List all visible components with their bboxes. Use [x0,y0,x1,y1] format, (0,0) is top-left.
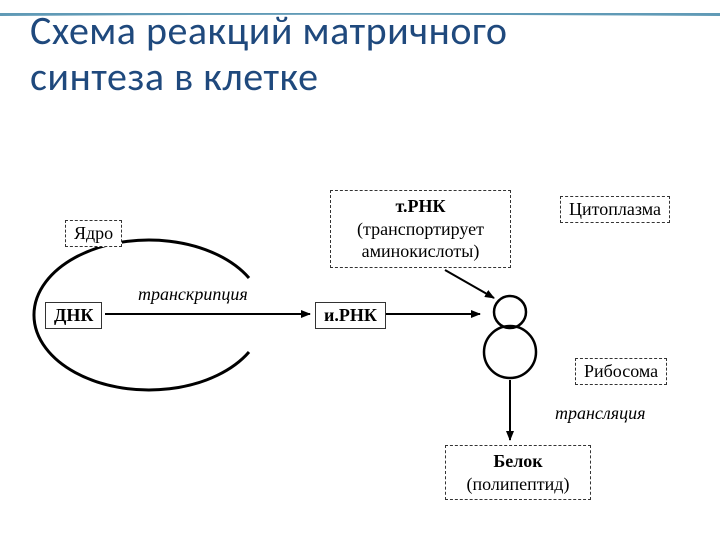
node-mrna: и.РНК [315,302,386,329]
node-nucleus: Ядро [65,220,122,247]
trna-line2: (транспортирует [333,218,508,241]
trna-title: т.РНК [333,195,508,218]
node-protein: Белок (полипептид) [445,445,591,500]
node-trna: т.РНК (транспортирует аминокислоты) [330,190,511,268]
slide: Схема реакций матричного синтеза в клетк… [0,0,720,540]
slide-title: Схема реакций матричного синтеза в клетк… [30,8,670,100]
label-transcription: транскрипция [138,284,248,305]
trna-line3: аминокислоты) [333,240,508,263]
ribosome-small-subunit [494,296,526,328]
protein-title: Белок [448,450,588,473]
node-cytoplasm: Цитоплазма [560,196,670,223]
ribosome-large-subunit [484,326,536,378]
node-ribosome-label: Рибосома [575,358,667,385]
arrow-trna-to-ribosome [445,270,494,298]
node-dna: ДНК [45,302,102,329]
protein-line2: (полипептид) [448,473,588,496]
label-translation: трансляция [555,403,646,424]
